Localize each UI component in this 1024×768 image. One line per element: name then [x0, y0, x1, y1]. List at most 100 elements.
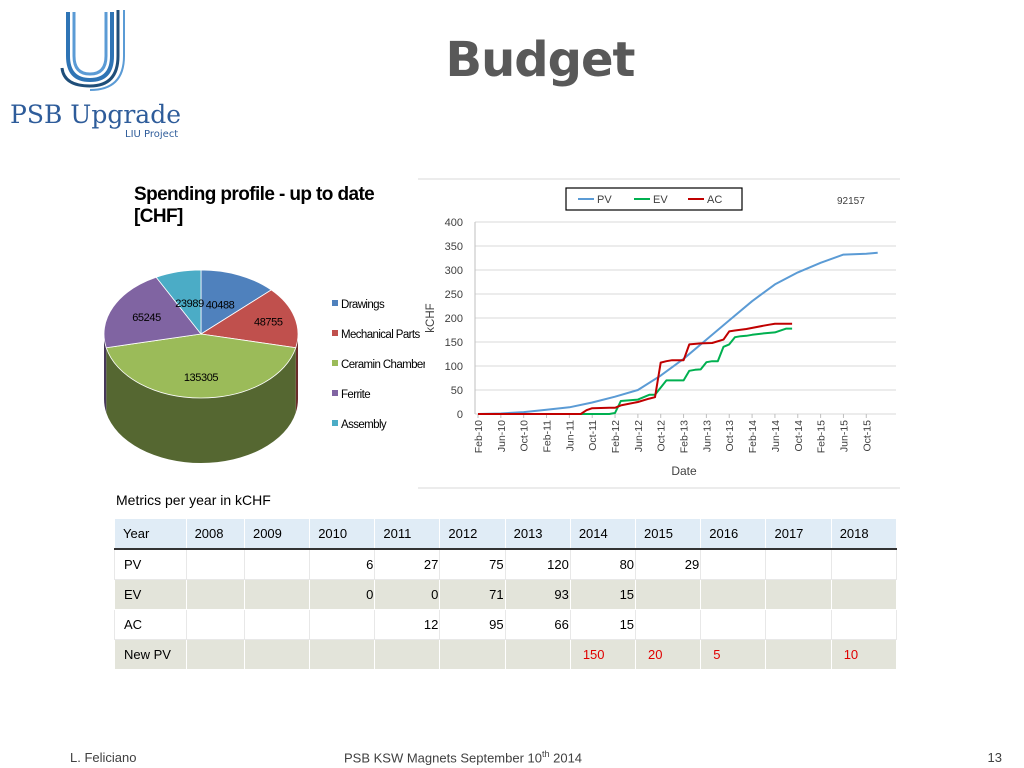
table-cell [374, 639, 441, 670]
table-cell: 71 [439, 579, 506, 610]
table-cell [309, 639, 376, 670]
table-cell [185, 548, 245, 580]
table-cell [185, 639, 245, 670]
table-cell: 15 [569, 579, 637, 610]
pie-legend-label-4: Assembly [341, 419, 387, 431]
table-row: PV 6 27 75 120 80 29 [114, 548, 898, 580]
footer-event-text: PSB KSW Magnets September 10 [344, 750, 542, 766]
table-cell [765, 639, 832, 670]
table-cell [765, 579, 832, 610]
table-cell [309, 609, 376, 640]
table-header-cell: 2015 [635, 518, 702, 550]
pie-data-label-2: 135305 [184, 372, 219, 384]
series-line-ev [478, 327, 793, 415]
x-tick-label-6: Feb-12 [610, 420, 622, 453]
spending-pie-chart: 40488 48755 135305 65245 23989 Drawings Mechan… [103, 269, 425, 463]
table-cell: 75 [439, 548, 506, 580]
psb-upgrade-logo: PSB Upgrade LIU Project [8, 8, 188, 140]
table-row: AC 12 95 66 15 [114, 609, 898, 640]
pie-slice-3 [103, 276, 202, 349]
pie-side-2 [106, 347, 296, 463]
x-tick-label-7: Jun-12 [633, 420, 645, 452]
table-header-cell: 2012 [439, 518, 506, 550]
metrics-table: Year 2008 2009 2010 2011 2012 2013 2014 2015 2016… [114, 518, 898, 670]
table-cell: 29 [635, 548, 702, 580]
table-cell [830, 548, 898, 580]
table-cell [185, 579, 245, 610]
table-cell [504, 639, 571, 670]
pie-slice-4 [155, 269, 202, 336]
table-cell [185, 609, 245, 640]
table-cell [700, 609, 767, 640]
table-row-label: New PV [114, 639, 187, 670]
pie-slice-1 [199, 289, 299, 349]
x-tick-label-14: Oct-14 [793, 420, 805, 452]
table-header-cell: 2011 [374, 518, 441, 550]
chart-annotation: 92157 [837, 196, 865, 207]
pie-legend-swatch-1 [332, 330, 338, 336]
footer-event: PSB KSW Magnets September 10th 2014 [344, 749, 582, 765]
table-cell: 27 [374, 548, 441, 580]
y-tick-label-4: 200 [445, 313, 463, 325]
table-cell [700, 548, 767, 580]
table-cell: 0 [309, 579, 376, 610]
table-row-label: PV [114, 548, 187, 580]
pie-legend-swatch-3 [332, 390, 338, 396]
table-cell [635, 609, 702, 640]
table-row: EV 0 0 71 93 15 [114, 579, 898, 610]
x-tick-label-13: Jun-14 [770, 420, 782, 452]
slide-title: Budget [445, 32, 636, 88]
x-tick-label-4: Jun-11 [564, 420, 576, 451]
table-header-cell: 2017 [765, 518, 832, 550]
table-cell: 15 [569, 609, 637, 640]
series-line-ac [478, 322, 793, 415]
y-tick-label-6: 300 [445, 265, 463, 277]
table-cell [243, 609, 311, 640]
logo-u-icon: PSB Upgrade LIU Project [10, 10, 181, 140]
metrics-caption: Metrics per year in kCHF [116, 492, 271, 508]
pie-chart-title: Spending profile - up to date [CHF] [134, 184, 375, 227]
table-header-cell: 2010 [309, 518, 376, 550]
table-cell [700, 579, 767, 610]
legend-label-ac: AC [707, 194, 722, 206]
x-tick-label-15: Feb-15 [816, 420, 828, 453]
table-header-cell: 2009 [243, 518, 311, 550]
table-cell: 95 [439, 609, 506, 640]
table-header-cell: 2013 [504, 518, 571, 550]
x-tick-label-16: Jun-15 [838, 420, 850, 452]
table-cell [830, 579, 898, 610]
table-cell [439, 639, 506, 670]
x-axis-title: Date [671, 464, 697, 478]
pie-legend-swatch-2 [332, 360, 338, 366]
table-row-label: EV [114, 579, 187, 610]
pie-slice-0 [200, 269, 273, 335]
table-row-label: AC [114, 609, 187, 640]
x-tick-label-9: Feb-13 [679, 420, 691, 453]
x-tick-label-8: Oct-12 [656, 420, 668, 452]
pie-legend-label-3: Ferrite [341, 389, 370, 401]
table-cell: 10 [830, 639, 898, 670]
table-row: New PV 150 20 5 10 [114, 639, 898, 670]
table-header-cell: Year [114, 518, 187, 550]
legend-label-ev: EV [653, 194, 668, 206]
x-tick-label-11: Oct-13 [724, 420, 736, 452]
table-cell [243, 548, 311, 580]
x-tick-label-10: Jun-13 [701, 420, 713, 452]
table-cell [765, 548, 832, 580]
y-tick-label-1: 50 [451, 385, 463, 397]
table-cell: 150 [569, 639, 637, 670]
x-tick-label-3: Feb-11 [542, 420, 554, 453]
table-header-cell: 2008 [185, 518, 245, 550]
y-axis-title: kCHF [425, 303, 437, 332]
x-tick-label-17: Oct-15 [861, 420, 873, 452]
pie-legend-label-2: Ceramin Chamber [341, 359, 425, 371]
y-tick-label-3: 150 [445, 337, 463, 349]
footer-event-year: 2014 [549, 750, 583, 766]
line-legend-box [565, 187, 743, 211]
pie-data-label-3: 65245 [132, 312, 161, 324]
table-header-cell: 2014 [569, 518, 637, 550]
x-tick-label-2: Oct-10 [519, 420, 531, 452]
logo-name: PSB Upgrade [10, 100, 181, 129]
table-cell [830, 609, 898, 640]
pie-data-label-0: 40488 [206, 300, 235, 312]
